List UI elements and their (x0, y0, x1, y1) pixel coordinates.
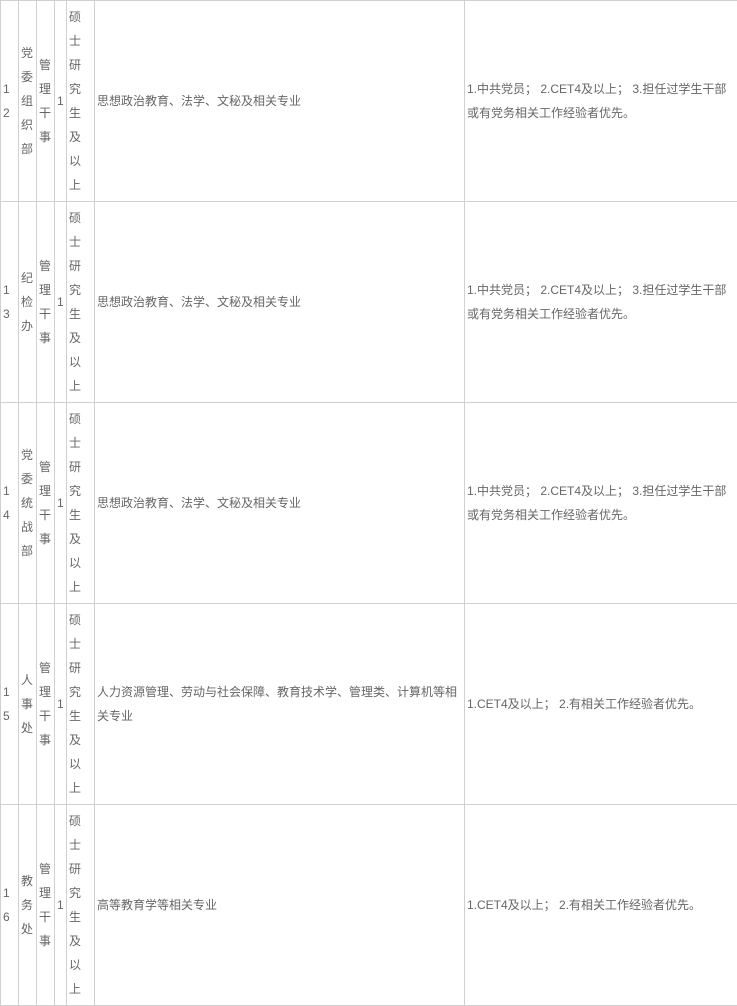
cell-count: 1 (55, 805, 67, 1006)
cell-education: 硕士研究生及以上 (67, 202, 95, 403)
table-row: 13纪检办管理干事1硕士研究生及以上思想政治教育、法学、文秘及相关专业1.中共党… (1, 202, 737, 403)
cell-dept: 纪检办 (19, 202, 37, 403)
cell-count: 1 (55, 202, 67, 403)
cell-no: 16 (1, 805, 19, 1006)
cell-count: 1 (55, 1, 67, 202)
table-row: 12党委组织部管理干事1硕士研究生及以上思想政治教育、法学、文秘及相关专业1.中… (1, 1, 737, 202)
cell-dept: 人事处 (19, 604, 37, 805)
cell-major: 思想政治教育、法学、文秘及相关专业 (95, 403, 465, 604)
cell-dept: 教务处 (19, 805, 37, 1006)
cell-no: 12 (1, 1, 19, 202)
cell-major: 人力资源管理、劳动与社会保障、教育技术学、管理类、计算机等相关专业 (95, 604, 465, 805)
cell-requirements: 1.CET4及以上； 2.有相关工作经验者优先。 (465, 604, 737, 805)
cell-position: 管理干事 (37, 202, 55, 403)
table-row: 15人事处管理干事1硕士研究生及以上人力资源管理、劳动与社会保障、教育技术学、管… (1, 604, 737, 805)
table-row: 14党委统战部管理干事1硕士研究生及以上思想政治教育、法学、文秘及相关专业1.中… (1, 403, 737, 604)
table-row: 16教务处管理干事1硕士研究生及以上高等教育学等相关专业1.CET4及以上； 2… (1, 805, 737, 1006)
cell-dept: 党委统战部 (19, 403, 37, 604)
cell-education: 硕士研究生及以上 (67, 604, 95, 805)
cell-position: 管理干事 (37, 805, 55, 1006)
cell-requirements: 1.中共党员； 2.CET4及以上； 3.担任过学生干部或有党务相关工作经验者优… (465, 202, 737, 403)
cell-count: 1 (55, 403, 67, 604)
recruitment-table: 12党委组织部管理干事1硕士研究生及以上思想政治教育、法学、文秘及相关专业1.中… (0, 0, 737, 1006)
cell-count: 1 (55, 604, 67, 805)
cell-requirements: 1.中共党员； 2.CET4及以上； 3.担任过学生干部或有党务相关工作经验者优… (465, 1, 737, 202)
cell-education: 硕士研究生及以上 (67, 805, 95, 1006)
cell-no: 14 (1, 403, 19, 604)
cell-major: 思想政治教育、法学、文秘及相关专业 (95, 202, 465, 403)
cell-position: 管理干事 (37, 1, 55, 202)
cell-major: 高等教育学等相关专业 (95, 805, 465, 1006)
cell-major: 思想政治教育、法学、文秘及相关专业 (95, 1, 465, 202)
cell-education: 硕士研究生及以上 (67, 1, 95, 202)
cell-no: 13 (1, 202, 19, 403)
cell-requirements: 1.中共党员； 2.CET4及以上； 3.担任过学生干部或有党务相关工作经验者优… (465, 403, 737, 604)
cell-requirements: 1.CET4及以上； 2.有相关工作经验者优先。 (465, 805, 737, 1006)
cell-education: 硕士研究生及以上 (67, 403, 95, 604)
cell-dept: 党委组织部 (19, 1, 37, 202)
cell-no: 15 (1, 604, 19, 805)
cell-position: 管理干事 (37, 604, 55, 805)
cell-position: 管理干事 (37, 403, 55, 604)
